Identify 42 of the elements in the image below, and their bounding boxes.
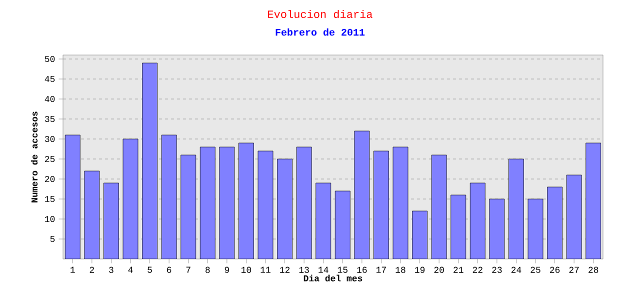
x-tick-label: 15 (338, 266, 348, 273)
y-axis-title: Numero de accesos (30, 112, 38, 202)
x-tick-label: 9 (224, 266, 230, 273)
chart-title: Evolucion diaria (268, 10, 372, 18)
x-tick-label: 16 (357, 266, 367, 273)
x-tick-label: 5 (148, 266, 152, 273)
y-tick-label: 35 (44, 116, 55, 122)
x-tick-label: 19 (415, 266, 425, 273)
y-tick-label: 10 (45, 216, 55, 222)
x-tick-label: 7 (186, 266, 190, 273)
x-tick-label: 22 (472, 266, 482, 273)
x-tick-label: 1 (70, 266, 75, 273)
x-tick-label: 2 (90, 266, 94, 273)
x-tick-label: 13 (299, 266, 309, 273)
chart-subtitle: Febrero de 2011 (276, 28, 365, 36)
x-tick-label: 23 (492, 266, 502, 273)
x-tick-label: 10 (241, 266, 252, 273)
y-tick-label: 30 (44, 136, 55, 142)
x-tick-label: 26 (550, 266, 560, 273)
y-tick-label: 5 (50, 236, 55, 242)
x-tick-label: 4 (128, 266, 133, 273)
y-tick-label: 15 (45, 196, 55, 202)
x-tick-label: 28 (588, 266, 598, 273)
y-tick-label: 25 (45, 156, 55, 162)
x-tick-label: 3 (109, 266, 114, 273)
x-tick-label: 20 (434, 266, 444, 273)
x-tick-label: 21 (454, 266, 464, 273)
y-tick-label: 40 (44, 96, 55, 102)
x-tick-label: 17 (376, 266, 386, 273)
x-tick-label: 6 (167, 266, 172, 273)
x-tick-label: 18 (396, 266, 406, 273)
x-tick-label: 25 (530, 266, 540, 273)
x-tick-label: 12 (280, 266, 290, 273)
x-axis-title: Dia del mes (304, 274, 362, 282)
x-tick-label: 11 (260, 266, 270, 273)
x-tick-label: 8 (206, 266, 210, 273)
x-tick-label: 27 (569, 266, 579, 273)
y-tick-label: 50 (44, 56, 55, 62)
y-tick-label: 45 (44, 76, 55, 82)
y-tick-label: 20 (45, 176, 55, 182)
x-tick-label: 14 (318, 266, 328, 273)
x-tick-label: 24 (511, 266, 522, 273)
